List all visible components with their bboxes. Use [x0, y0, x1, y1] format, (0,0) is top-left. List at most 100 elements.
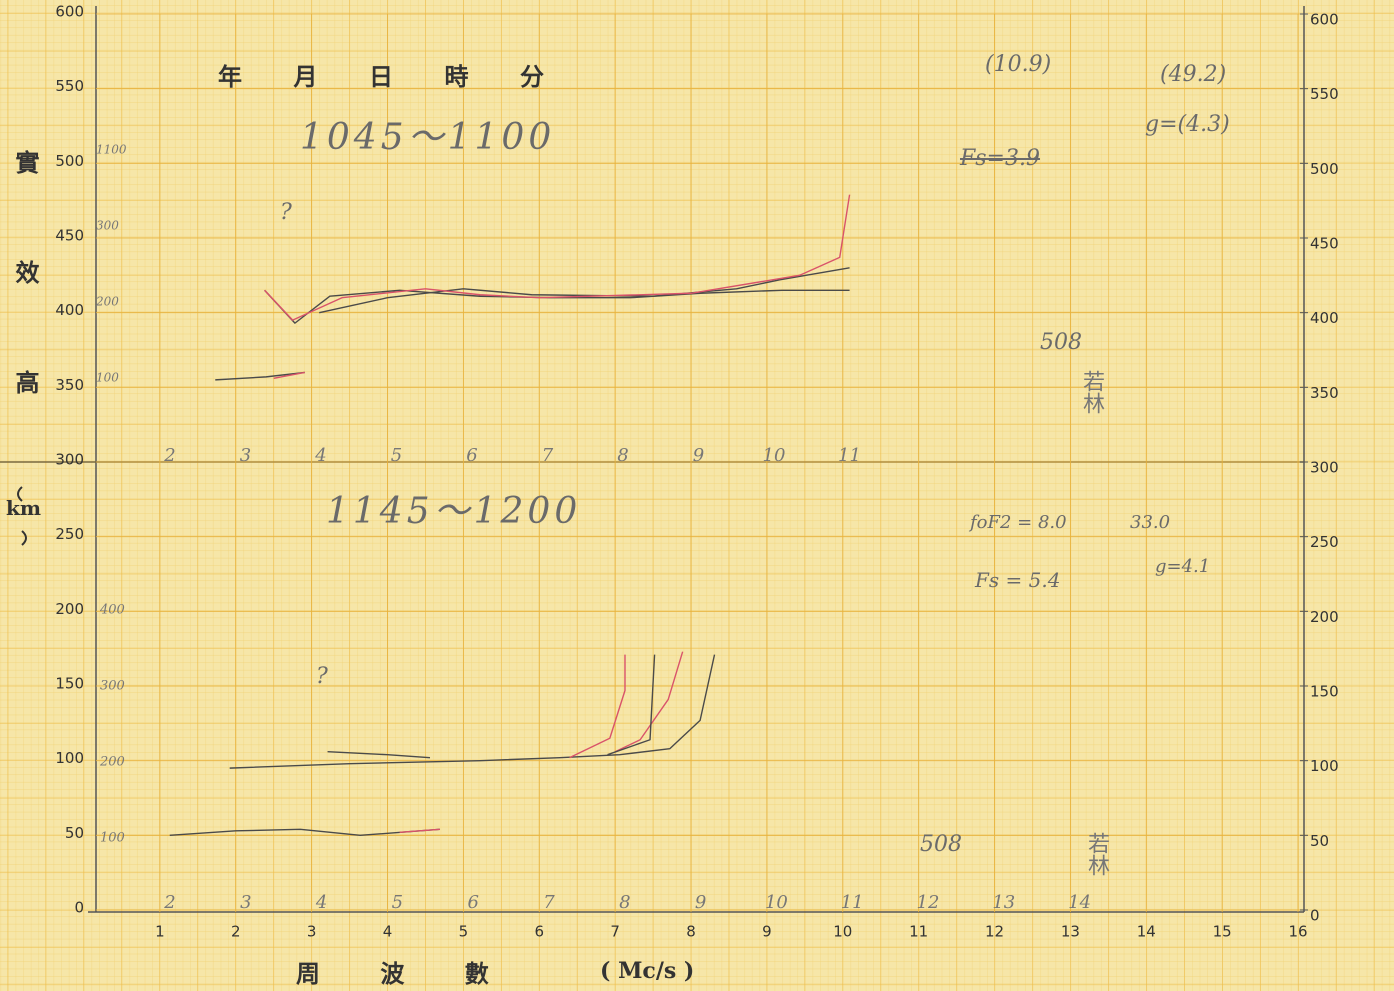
x-tick-label: 5: [459, 923, 469, 941]
note: 508: [1040, 330, 1082, 355]
freq-mark: 11: [838, 445, 861, 466]
freq-mark: 3: [240, 892, 251, 913]
note: Fs=3.9: [960, 146, 1040, 171]
freq-mark: 11: [841, 892, 864, 913]
x-tick-label: 13: [1061, 923, 1080, 941]
freq-mark: 12: [917, 892, 940, 913]
freq-mark: 8: [617, 445, 628, 466]
x-tick-label: 9: [762, 923, 772, 941]
trace: [327, 751, 431, 759]
y-tick-label: 400: [55, 301, 84, 319]
depth-mark: 1100: [96, 143, 127, 157]
freq-mark: 2: [163, 445, 175, 466]
header-text: 月: [293, 63, 318, 91]
freq-mark: 6: [467, 892, 478, 913]
y2-tick-label: 150: [1310, 683, 1339, 701]
y2-tick-label: 50: [1310, 832, 1329, 850]
x-tick-label: 2: [231, 923, 241, 941]
note: ?: [316, 664, 328, 689]
y2-tick-label: 400: [1310, 309, 1339, 327]
y2-tick-label: 600: [1310, 11, 1339, 29]
depth-mark: 200: [95, 295, 119, 309]
y-tick-label: 150: [55, 675, 84, 693]
x-tick-label: 6: [534, 923, 544, 941]
x-tick-label: 4: [383, 923, 393, 941]
header-text: 時: [445, 63, 469, 91]
y-tick-label: 500: [55, 152, 84, 170]
freq-mark: 10: [763, 445, 786, 466]
x-tick-label: 16: [1288, 923, 1307, 941]
note: foF2 = 8.0: [970, 512, 1067, 533]
x-axis-label: 周 波 數: [296, 960, 515, 988]
freq-mark: 5: [391, 445, 402, 466]
note: 若林: [1079, 370, 1104, 414]
x-tick-label: 8: [686, 923, 696, 941]
x-tick-label: 11: [909, 923, 928, 941]
note: (10.9): [985, 52, 1052, 77]
note: g=(4.3): [1145, 112, 1230, 137]
time-note: 1045～1100: [300, 117, 556, 158]
freq-mark: 7: [542, 445, 554, 466]
depth-mark: 400: [99, 603, 125, 618]
freq-mark: 8: [619, 892, 630, 913]
freq-mark: 2: [163, 892, 175, 913]
y2-tick-label: 250: [1310, 533, 1339, 551]
trace: [229, 654, 716, 769]
y-axis-unit: km: [6, 496, 42, 520]
depth-mark: 300: [96, 219, 119, 233]
note: ?: [280, 200, 292, 225]
y-tick-label: 350: [55, 376, 84, 394]
header-text: 日: [369, 63, 393, 91]
freq-mark: 7: [543, 892, 555, 913]
x-tick-label: 14: [1137, 923, 1156, 941]
freq-mark: 5: [392, 892, 403, 913]
depth-mark: 100: [96, 371, 119, 385]
freq-mark: 6: [466, 445, 477, 466]
trace: [569, 654, 626, 759]
y-axis-label: 實效高: [11, 150, 39, 480]
note: (49.2): [1160, 62, 1227, 87]
depth-mark: 100: [100, 831, 125, 846]
trace: [169, 828, 440, 837]
y-tick-label: 50: [65, 824, 84, 842]
note: 33.0: [1130, 512, 1171, 533]
note: 若林: [1084, 832, 1109, 876]
trace: [607, 654, 656, 756]
freq-mark: 3: [240, 445, 251, 466]
freq-mark: 9: [693, 445, 704, 466]
note: Fs = 5.4: [975, 568, 1061, 592]
freq-mark: 4: [315, 892, 327, 913]
note: 508: [920, 832, 962, 857]
freq-mark: 13: [992, 892, 1015, 913]
trace: [215, 371, 305, 381]
freq-mark: 4: [314, 445, 326, 466]
x-axis-unit: ( Mc/s ): [600, 958, 695, 984]
trace: [399, 828, 440, 834]
y-tick-label: 0: [74, 899, 84, 917]
header-text: 年: [218, 63, 242, 91]
depth-mark: 200: [99, 755, 125, 770]
y-tick-label: 300: [55, 451, 84, 469]
freq-mark: 9: [695, 892, 706, 913]
y-tick-label: 200: [55, 600, 84, 618]
y2-tick-label: 450: [1310, 235, 1339, 253]
unit-parens: [17, 486, 27, 546]
y-tick-label: 550: [55, 77, 84, 95]
x-tick-label: 12: [985, 923, 1004, 941]
x-tick-label: 15: [1213, 923, 1232, 941]
y2-tick-label: 350: [1310, 384, 1339, 402]
y2-tick-label: 500: [1310, 160, 1339, 178]
trace: [614, 651, 684, 753]
y2-tick-label: 550: [1310, 85, 1339, 103]
freq-mark: 10: [765, 892, 788, 913]
x-tick-label: 3: [307, 923, 317, 941]
freq-mark: 14: [1068, 892, 1091, 913]
time-note: 1145～1200: [326, 491, 582, 532]
y2-tick-label: 200: [1310, 608, 1339, 626]
y-tick-label: 600: [55, 3, 84, 21]
depth-mark: 300: [100, 679, 125, 694]
y-tick-label: 250: [55, 525, 84, 543]
note: g=4.1: [1155, 556, 1211, 577]
